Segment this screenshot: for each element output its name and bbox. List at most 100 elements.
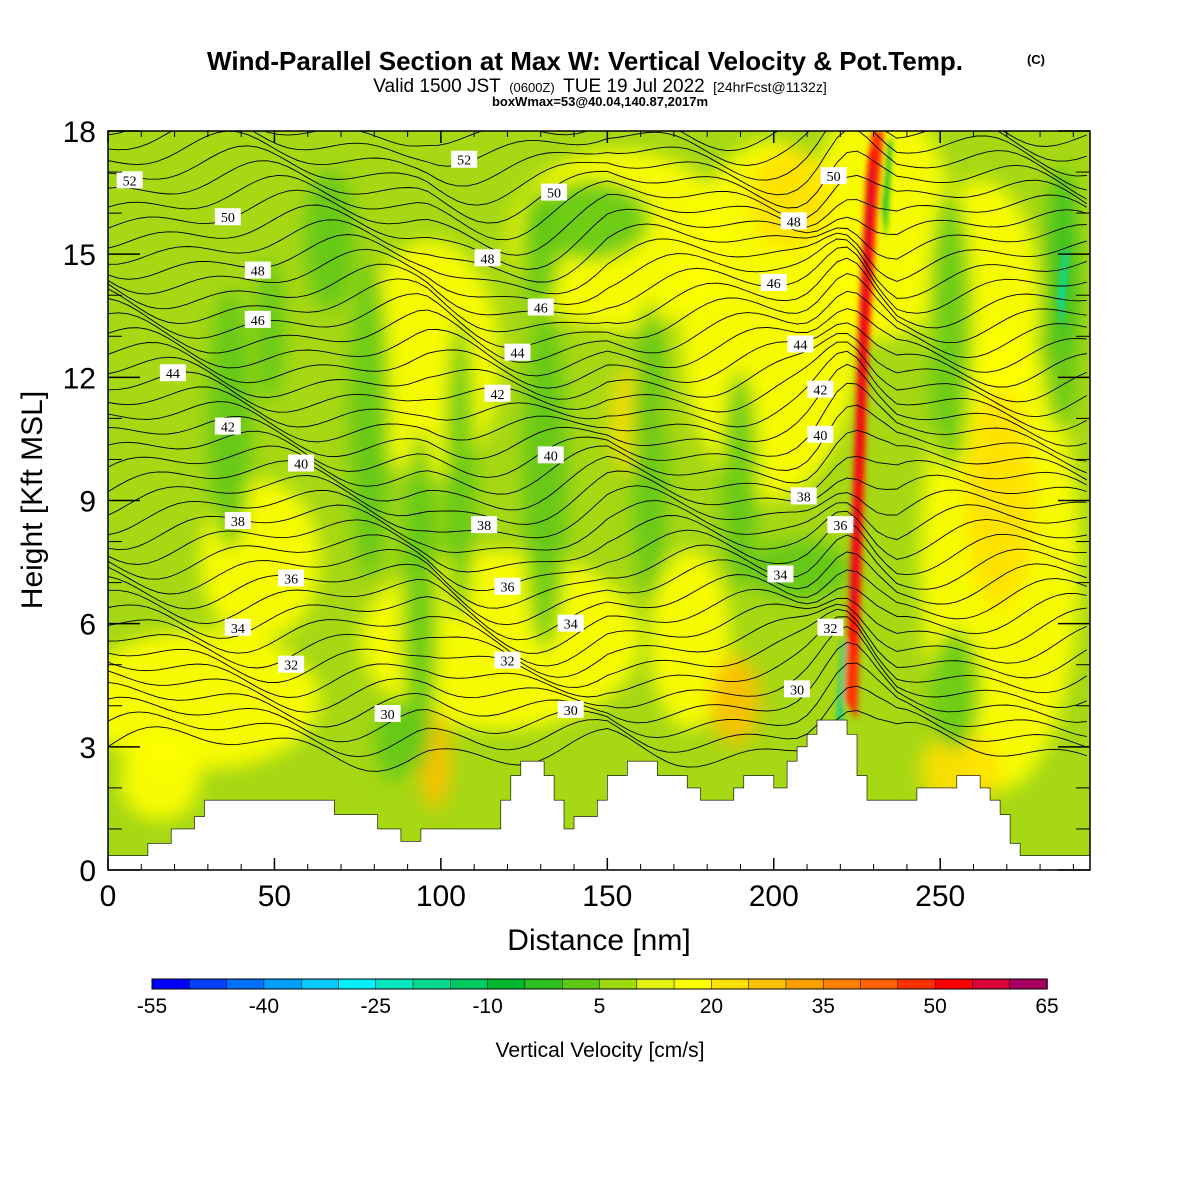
theta-contour-line: [108, 131, 1087, 206]
theta-label-text: 38: [231, 515, 245, 530]
colorbar-swatch: [636, 978, 675, 990]
theta-contour-line: [108, 204, 1087, 270]
colorbar-swatch: [412, 978, 452, 990]
theta-contour-line: [108, 131, 1087, 187]
theta-contour-line: [108, 470, 1087, 525]
colorbar-tick-label: -40: [249, 995, 279, 1018]
theta-contour-line: [108, 332, 1087, 403]
theta-label-text: 34: [773, 568, 787, 583]
theta-label: 46: [760, 273, 787, 292]
theta-label: 38: [224, 512, 251, 530]
colorbar-swatch: [524, 978, 563, 990]
theta-label-text: 44: [510, 347, 524, 362]
colorbar-swatch: [263, 978, 302, 990]
theta-label-text: 50: [827, 170, 841, 185]
theta-contour-line: [108, 308, 1087, 377]
theta-contour-line: [108, 626, 1087, 713]
theta-label-text: 52: [457, 154, 471, 169]
colorbar-swatch: [1009, 978, 1048, 990]
theta-contour-line: [108, 597, 1087, 667]
theta-contour-line: [108, 534, 1087, 609]
theta-contour-line: [108, 662, 1087, 743]
theta-label: 44: [787, 335, 814, 353]
theta-contour-line: [108, 150, 1087, 224]
theta-label: 52: [116, 171, 143, 189]
theta-label: 36: [278, 569, 305, 588]
theta-contour-line: [108, 350, 1087, 432]
subtitle-forecast: [24hrFcst@1132z]: [713, 79, 827, 95]
theta-contour-line: [108, 685, 1087, 758]
theta-contour-line: [108, 608, 1087, 688]
theta-label-text: 46: [767, 277, 781, 292]
theta-label: 36: [494, 577, 521, 596]
chart-subtitle-2: boxWmax=53@40.04,140.87,2017m: [492, 94, 708, 109]
colorbar-swatch: [785, 978, 824, 990]
chart-title-mark: (C): [1027, 52, 1045, 67]
theta-label-text: 34: [231, 622, 245, 637]
theta-label: 30: [374, 704, 401, 723]
theta-label-text: 48: [251, 265, 265, 280]
y-tick-label: 12: [63, 362, 96, 395]
y-axis-label: Height [Kft MSL]: [16, 391, 49, 609]
theta-contour-line: [108, 520, 1087, 592]
theta-label: 48: [780, 212, 807, 230]
y-tick-label: 9: [79, 486, 96, 519]
theta-contour-line: [108, 569, 1087, 641]
theta-label: 50: [214, 208, 241, 226]
theta-label-text: 42: [813, 384, 827, 399]
theta-label: 44: [159, 364, 186, 382]
theta-label: 32: [278, 655, 305, 674]
colorbar-tick-label: 35: [812, 995, 835, 1018]
colorbar-swatch: [226, 978, 265, 990]
theta-label-text: 32: [500, 655, 514, 670]
colorbar-swatch: [934, 978, 974, 990]
theta-label-text: 46: [251, 314, 265, 329]
colorbar-tick-label: 5: [594, 995, 606, 1018]
plot-area: 52 52 50 50 50 48 48 48 46 46 46 44 44 44 42 42 42 40 40 40…: [108, 131, 1090, 870]
theta-label-text: 30: [564, 704, 578, 719]
theta-contour-line: [108, 341, 1087, 418]
subtitle-valid: Valid 1500 JST: [373, 76, 501, 97]
theta-label-text: 40: [294, 458, 308, 473]
colorbar-swatch: [450, 978, 489, 990]
theta-label-text: 50: [547, 187, 561, 202]
theta-label-text: 48: [787, 215, 801, 230]
x-tick-label: 150: [582, 880, 632, 913]
theta-contour-line: [108, 232, 1087, 295]
theta-label: 52: [451, 150, 478, 169]
colorbar-swatch: [860, 978, 899, 990]
theta-label: 40: [807, 425, 834, 444]
theta-contour-line: [108, 429, 1087, 495]
theta-contour-line: [108, 510, 1087, 573]
theta-contour-line: [108, 189, 1087, 256]
theta-contour-line: [108, 616, 1087, 698]
theta-label: 36: [827, 516, 854, 534]
theta-contour-line: [108, 322, 1087, 389]
colorbar-tick-label: 65: [1035, 995, 1058, 1018]
theta-label: 34: [557, 614, 584, 633]
x-tick-label: 100: [416, 880, 466, 913]
theta-contour-line: [108, 710, 1087, 772]
chart-subtitle: Valid 1500 JST (0600Z) TUE 19 Jul 2022 […: [373, 76, 826, 97]
theta-label: 32: [494, 651, 521, 670]
theta-label-text: 36: [500, 581, 514, 596]
theta-label: 30: [784, 680, 811, 698]
colorbar-swatch: [599, 978, 638, 990]
theta-label: 34: [224, 618, 251, 637]
colorbar-frame: [151, 978, 1048, 990]
theta-label: 34: [767, 565, 794, 583]
colorbar-swatch: [711, 978, 750, 990]
colorbar-tick-label: -55: [137, 995, 167, 1018]
theta-contour-line: [108, 174, 1087, 241]
colorbar-swatch: [561, 978, 601, 990]
theta-label-text: 48: [480, 252, 494, 267]
theta-label: 50: [820, 167, 847, 185]
terrain-profile: [108, 719, 1090, 870]
theta-contour-line: [108, 455, 1087, 511]
colorbar-swatch: [338, 978, 377, 990]
theta-label-text: 42: [490, 388, 504, 403]
theta-label: 40: [537, 446, 564, 464]
colorbar-swatch: [375, 978, 414, 990]
theta-contour-line: [108, 257, 1087, 333]
